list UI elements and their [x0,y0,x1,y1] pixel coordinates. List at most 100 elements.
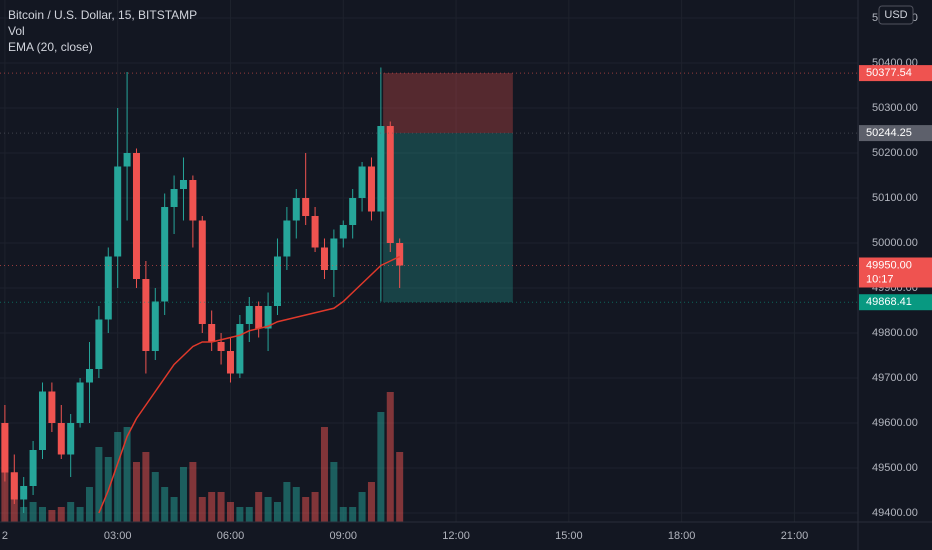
volume-bar [367,482,375,522]
y-tick-label: 50300.00 [872,102,918,114]
volume-bar [311,492,319,522]
candle-body [245,306,253,324]
candle-body [330,238,338,270]
volume-bar [114,432,122,522]
candle-body [198,220,206,324]
y-tick-label: 50200.00 [872,147,918,159]
candle-body [85,369,93,383]
volume-bar [255,492,263,522]
x-tick-label: 03:00 [104,530,132,542]
candle-body [151,301,159,351]
volume-bar [161,487,169,522]
candle-body [386,126,394,243]
volume-bar [226,502,234,522]
volume-bar [142,452,150,522]
symbol-title: Bitcoin / U.S. Dollar, 15, BITSTAMP [8,8,197,22]
candle-body [114,166,122,257]
candle-body [179,180,187,189]
candle-body [189,180,197,221]
volume-bar [29,502,37,522]
currency[interactable]: USD [884,9,907,21]
volume-bar [57,507,65,522]
currency-badge[interactable] [878,5,914,25]
stop-zone [383,73,513,134]
volume-bar [377,412,385,522]
candle-body [367,166,375,212]
volume-bar [85,487,93,522]
y-tick-label: 49400.00 [872,507,918,519]
x-tick-label: 12:00 [442,530,470,542]
last-price-label: 49950.00 [866,259,912,271]
candle-body [57,423,65,455]
candle-body [236,324,244,374]
candle-body [358,166,366,198]
volume-bar [123,427,131,522]
y-tick-label: 49500.00 [872,462,918,474]
last-price-tag [859,257,932,288]
axes: 49400.00 49500.00 49600.00 49700.00 49800.00… [2,12,932,542]
volume-bar [217,492,225,522]
candle-body [29,450,37,486]
volume-bar [179,467,187,522]
candle-body [161,207,169,302]
candle-body [226,351,234,374]
candle-body [311,216,319,248]
volume-bar [95,447,103,522]
candle-body [1,423,9,473]
volume-bar [67,502,75,522]
volume-bar [20,507,28,522]
candle-body [20,486,28,500]
candle-body [208,324,216,342]
volume-bar [189,462,197,522]
candle-body [67,423,75,455]
candle-body [48,391,56,423]
stop-tag [859,65,932,82]
volume-bar [208,492,216,522]
entry-label: 50244.25 [866,127,912,139]
entry-tag [859,125,932,142]
volume-bar [198,497,206,522]
candle-body [283,220,291,257]
countdown: 10:17 [866,273,894,285]
volume-bar [349,507,357,522]
volume-bar [358,492,366,522]
target-tag [859,294,932,311]
y-tick-label: 49600.00 [872,417,918,429]
candle-body [255,306,263,329]
volume-bar [236,507,244,522]
candle-body [377,126,385,212]
y-tick-label: 49700.00 [872,372,918,384]
candle-body [264,306,272,329]
stop-label: 50377.54 [866,67,912,79]
candle-body [349,198,357,225]
volume-bar [48,510,56,522]
candle-body [170,189,178,207]
volume-bar [396,452,404,522]
candle-body [76,382,84,423]
candle-body [302,198,310,216]
volume-bar [320,427,328,522]
volume-bar [339,507,347,522]
candle-body [217,342,225,351]
ema-line [98,255,400,514]
x-tick-label: 2 [2,530,8,542]
x-tick-label: 06:00 [217,530,245,542]
plot-area [0,0,858,522]
candle-body [123,153,131,167]
candle-body [132,153,140,279]
x-tick-label: 15:00 [555,530,583,542]
ema-legend: EMA (20, close) [8,40,93,54]
candle-body [273,256,281,306]
x-tick-label: 21:00 [781,530,809,542]
target-label: 49868.41 [866,296,912,308]
candle-body [142,279,150,351]
volume-bar [132,462,140,522]
target-zone [383,133,513,303]
candle-body [38,391,46,450]
candle-body [95,319,103,369]
candle-body [396,243,404,266]
candle-body [10,472,18,500]
volume-legend: Vol [8,24,25,38]
